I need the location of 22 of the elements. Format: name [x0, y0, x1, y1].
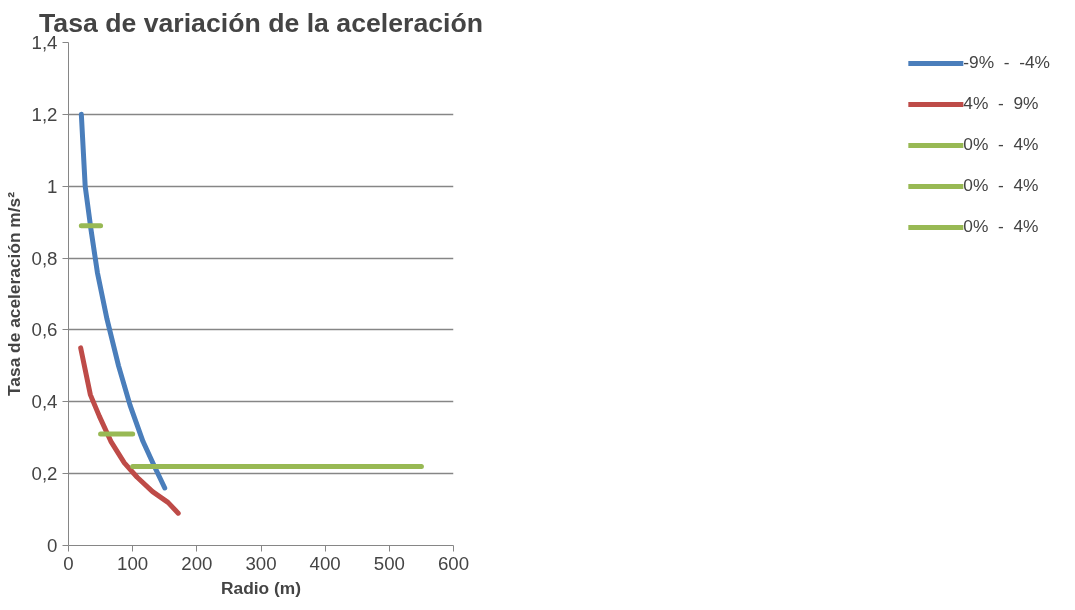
x-tick-label: 300 — [245, 552, 277, 574]
legend-label: -9% - -4% — [963, 52, 1050, 73]
x-axis-title: Radio (m) — [221, 577, 301, 598]
legend-label: 4% - 9% — [963, 93, 1039, 114]
x-tick-label: 0 — [63, 552, 74, 574]
y-tick-label: 1,4 — [31, 32, 58, 53]
legend-label: 0% - 4% — [963, 134, 1039, 155]
y-axis-title: Tasa de aceleración m/s² — [3, 191, 24, 396]
y-tick-label: 0,8 — [31, 247, 58, 269]
x-tick-label: 200 — [181, 552, 213, 574]
y-tick-label: 0,4 — [31, 391, 58, 413]
legend-label: 0% - 4% — [963, 175, 1039, 196]
y-tick-label: 0,6 — [31, 319, 58, 341]
y-tick-label: 1 — [47, 175, 58, 197]
legend-label: 0% - 4% — [963, 216, 1039, 237]
y-tick-label: 0 — [47, 535, 58, 556]
y-tick-label: 1,2 — [31, 103, 58, 125]
x-tick-label: 400 — [309, 552, 341, 574]
x-tick-label: 600 — [437, 552, 470, 574]
y-tick-label: 0,2 — [31, 463, 58, 485]
x-tick-label: 100 — [117, 552, 149, 574]
x-tick-label: 500 — [373, 552, 405, 574]
